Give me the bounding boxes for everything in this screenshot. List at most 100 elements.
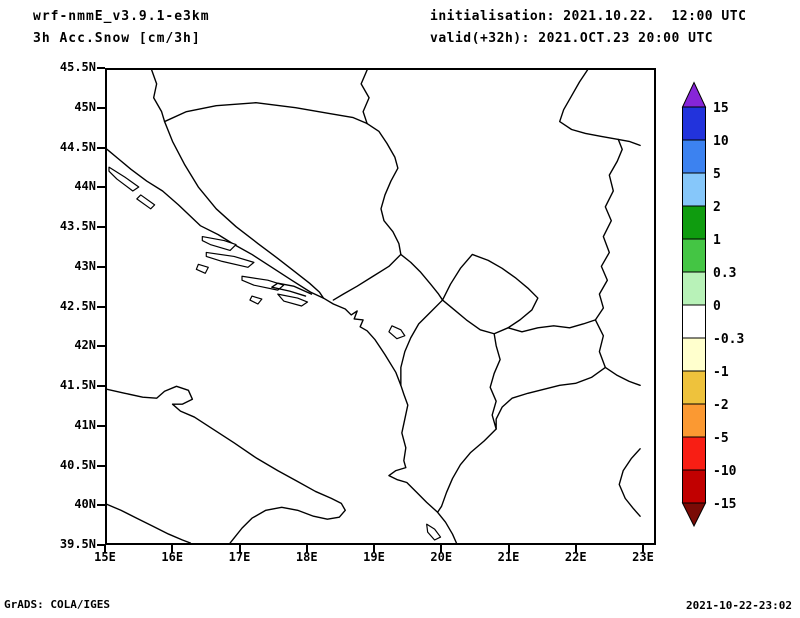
x-tick-mark	[171, 545, 174, 553]
y-tick-mark	[97, 106, 105, 109]
coastline-east-adriatic	[107, 148, 458, 543]
y-tick-label: 39.5N	[59, 537, 96, 551]
colorbar-segment	[682, 139, 706, 174]
colorbar-level-label: 15	[713, 101, 729, 116]
island-lastovo	[249, 295, 263, 305]
x-tick-mark	[104, 545, 106, 553]
x-tick-label: 17E	[228, 550, 251, 564]
colorbar-arrow-top	[681, 81, 707, 108]
island-brac	[201, 235, 237, 252]
x-tick-label: 18E	[295, 550, 318, 564]
x-tick-mark	[574, 545, 577, 553]
y-tick-mark	[97, 385, 105, 387]
y-tick-label: 40N	[74, 497, 96, 512]
y-tick-mark	[97, 265, 105, 268]
border-croatia-serbia	[360, 70, 370, 125]
colorbar-segment	[682, 469, 706, 504]
border-macedonia-east-south	[495, 319, 607, 430]
y-tick-mark	[97, 424, 105, 427]
map-frame	[105, 68, 656, 545]
y-tick-label: 40.5N	[59, 457, 96, 472]
x-tick-mark	[440, 545, 443, 553]
x-tick-mark	[238, 545, 241, 553]
border-montenegro-albania	[400, 299, 444, 387]
x-tick-label: 21E	[497, 550, 520, 564]
border-bosnia-serbia-montenegro	[332, 122, 402, 301]
coastline-thermaic-gulf	[618, 448, 641, 517]
colorbar-level-label: 2	[713, 200, 721, 215]
border-bosnia-north	[163, 102, 368, 125]
x-tick-label: 16E	[161, 550, 184, 564]
x-tick-label: 15E	[94, 550, 116, 564]
colorbar-level-label: 0.3	[713, 266, 736, 281]
initialisation-label: initialisation: 2021.10.22. 12:00 UTC	[430, 9, 747, 24]
x-tick-label: 23E	[632, 550, 654, 564]
valid-time-label: valid(+32h): 2021.OCT.23 20:00 UTC	[430, 31, 714, 46]
colorbar-level-label: -5	[713, 431, 729, 446]
map-svg	[107, 70, 641, 543]
colorbar-segment	[682, 337, 706, 372]
border-serbia-romania-danube	[558, 70, 641, 147]
field-title-label: 3h Acc.Snow [cm/3h]	[33, 31, 201, 46]
colorbar-level-label: 5	[713, 167, 721, 182]
island-hvar	[205, 251, 255, 268]
border-croatia-bosnia	[150, 70, 325, 299]
colorbar-level-label: -2	[713, 398, 729, 413]
y-tick-mark	[97, 226, 105, 228]
colorbar-segment	[682, 238, 706, 273]
y-tick-mark	[97, 186, 105, 189]
colorbar-level-label: -15	[713, 497, 736, 512]
border-greece-bulgaria	[604, 366, 641, 387]
x-tick-label: 19E	[363, 550, 385, 564]
plot-creation-time: 2021-10-22-23:02	[686, 599, 792, 612]
y-tick-mark	[97, 146, 105, 149]
island-kornati	[136, 194, 156, 210]
colorbar-level-label: 0	[713, 299, 721, 314]
colorbar-level-label: -1	[713, 365, 729, 380]
colorbar-segment	[682, 304, 706, 339]
x-tick-mark	[305, 545, 308, 553]
coastline-italy-west	[107, 503, 192, 543]
coastline-italy-east	[107, 385, 346, 543]
y-tick-label: 44.5N	[59, 139, 96, 154]
x-tick-mark	[642, 545, 644, 553]
island-vis	[195, 263, 209, 274]
colorbar-svg: 15 10 5 2 1 0.3 0 -0.3 -1 -2 -5 -10 -15	[681, 81, 744, 528]
colorbar: 15 10 5 2 1 0.3 0 -0.3 -1 -2 -5 -10 -15	[681, 81, 751, 528]
grads-credit-label: GrADS: COLA/IGES	[4, 598, 110, 611]
colorbar-level-label: 10	[713, 134, 729, 149]
x-tick-label: 22E	[564, 550, 587, 564]
y-tick-label: 45N	[74, 99, 96, 114]
colorbar-level-label: 1	[713, 233, 721, 248]
y-tick-label: 41.5N	[59, 378, 96, 392]
colorbar-segment	[682, 205, 706, 240]
y-tick-mark	[97, 305, 105, 308]
lake-skadar	[388, 325, 406, 340]
colorbar-segment	[682, 403, 706, 438]
y-tick-mark	[97, 504, 105, 507]
colorbar-segment	[682, 370, 706, 405]
y-tick-mark	[97, 464, 105, 467]
y-tick-label: 44N	[74, 179, 96, 194]
peninsula-peljesac	[271, 282, 313, 297]
colorbar-arrow-bottom	[681, 502, 707, 528]
colorbar-level-label: -0.3	[713, 332, 744, 347]
border-montenegro-serbia	[400, 253, 444, 301]
y-tick-label: 43.5N	[59, 219, 96, 233]
y-tick-label: 45.5N	[59, 60, 96, 74]
model-version-label: wrf-nmmE_v3.9.1-e3km	[33, 9, 210, 24]
border-kosovo	[441, 253, 539, 335]
x-tick-label: 20E	[430, 550, 453, 564]
y-tick-label: 43N	[74, 258, 96, 273]
y-tick-mark	[97, 67, 105, 69]
y-tick-mark	[97, 345, 105, 348]
colorbar-segment	[682, 271, 706, 306]
y-tick-label: 42.5N	[59, 298, 96, 313]
y-tick-label: 42N	[74, 338, 96, 353]
y-tick-mark	[97, 544, 105, 546]
y-tick-label: 41N	[74, 417, 96, 432]
x-tick-mark	[373, 545, 375, 553]
x-tick-mark	[507, 545, 510, 553]
border-macedonia-north	[507, 319, 597, 333]
